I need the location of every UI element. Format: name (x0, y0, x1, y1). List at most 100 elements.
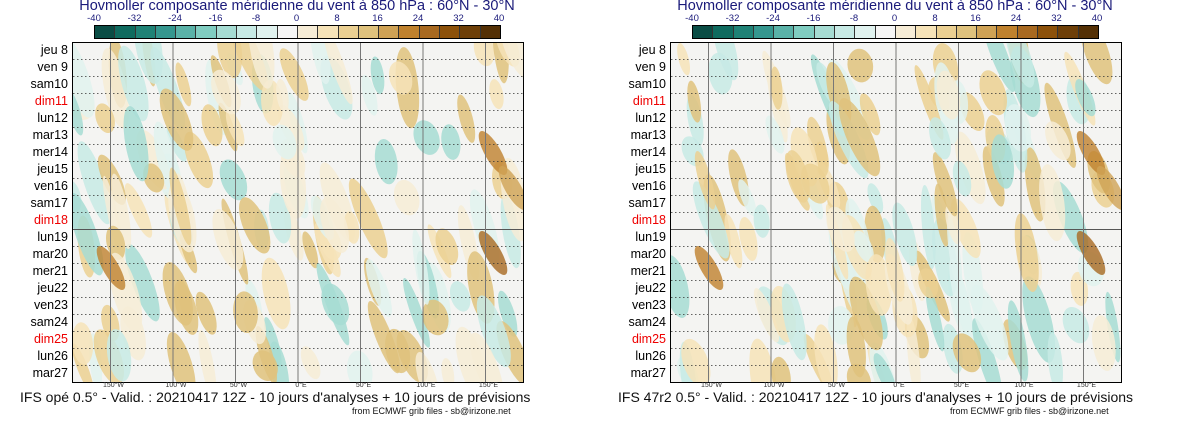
wind-anomaly-patch (847, 48, 874, 83)
wind-anomaly-patch (169, 167, 192, 246)
wind-anomaly-patch (133, 43, 163, 84)
longitude-label: 100°E (416, 382, 436, 389)
day-label: ven23 (33, 298, 68, 312)
colorbar-swatch (176, 26, 197, 38)
wind-anomaly-patch (73, 192, 104, 276)
wind-anomaly-patch (859, 93, 881, 136)
wind-anomaly-patch (211, 69, 241, 115)
colorbar-swatch (135, 26, 156, 38)
wind-anomaly-patch (771, 356, 791, 382)
wind-anomaly-patch (473, 43, 495, 67)
day-label: dim18 (631, 213, 666, 227)
day-label: lun19 (37, 230, 68, 244)
longitude-label: 0°E (893, 382, 905, 389)
wind-anomaly-patch (455, 326, 489, 382)
day-label: sam17 (30, 196, 68, 210)
colorbar-swatch (997, 26, 1018, 38)
wind-anomaly-patch (925, 286, 945, 352)
wind-anomaly-patch (239, 197, 271, 254)
wind-anomaly-patch (449, 281, 471, 312)
wind-anomaly-patch (441, 124, 461, 160)
wind-anomaly-patch (1004, 104, 1031, 152)
wind-anomaly-patch (195, 291, 217, 335)
wind-anomaly-patch (470, 332, 504, 382)
wind-anomaly-patch (124, 183, 153, 238)
wind-anomaly-patch (393, 179, 420, 216)
wind-anomaly-patch (681, 338, 711, 382)
wind-anomaly-patch (945, 205, 961, 245)
wind-anomaly-patch (724, 214, 743, 269)
day-label: lun26 (635, 349, 666, 363)
wind-anomaly-patch (934, 183, 950, 247)
wind-anomaly-patch (692, 181, 730, 259)
day-label: sam17 (628, 196, 666, 210)
wind-anomaly-patch (918, 268, 939, 299)
wind-anomaly-patch (1007, 300, 1029, 382)
colorbar-swatch (379, 26, 400, 38)
colorbar-tick-label: -40 (685, 13, 699, 24)
wind-anomaly-patch (1039, 164, 1066, 242)
day-label: sam10 (628, 77, 666, 91)
source-credit: from ECMWF grib files - sb@irizone.net (352, 406, 511, 416)
colorbar-swatch (753, 26, 775, 38)
colorbar-swatch (713, 26, 734, 38)
wind-anomaly-patch (77, 141, 112, 225)
day-label: mer21 (32, 264, 68, 278)
colorbar-tick-label: 0 (293, 13, 300, 24)
colorbar-tick-label: -32 (725, 13, 740, 24)
day-label: ven16 (631, 179, 666, 193)
wind-anomaly-patch (111, 173, 132, 249)
wind-anomaly-patch (1062, 307, 1090, 344)
wind-anomaly-patch (770, 66, 783, 110)
wind-anomaly-patch (159, 88, 194, 151)
wind-anomaly-patch (101, 48, 129, 129)
wind-anomaly-patch (499, 43, 523, 81)
day-label: lun12 (635, 111, 666, 125)
day-label: ven16 (33, 179, 68, 193)
wind-anomaly-patch (1080, 43, 1113, 85)
footer-caption: IFS opé 0.5° - Valid. : 20210417 12Z - 1… (20, 389, 531, 405)
wind-anomaly-patch (300, 346, 321, 380)
wind-anomaly-patch (412, 229, 430, 305)
hovmoller-plot (72, 42, 524, 383)
colorbar-tick-label: 24 (412, 13, 424, 24)
wind-anomaly-patch (885, 238, 905, 302)
wind-anomaly-patch (272, 124, 297, 160)
wind-anomaly-patch (457, 94, 476, 143)
colorbar-tick-label: 32 (1051, 13, 1062, 24)
colorbar-swatch (460, 26, 481, 38)
day-label: mer14 (32, 145, 68, 159)
wind-anomaly-patch (671, 255, 690, 318)
longitude-label: 100°W (763, 382, 785, 389)
colorbar-tick-label: -8 (251, 13, 261, 24)
wind-anomaly-patch (708, 52, 733, 95)
wind-anomaly-patch (1075, 79, 1096, 117)
wind-anomaly-patch (785, 150, 810, 203)
colorbar-swatch (399, 26, 420, 38)
longitude-label: 50°E (355, 382, 372, 389)
colorbar-tick-label: -32 (127, 13, 142, 24)
wind-anomaly-patch (952, 160, 972, 197)
colorbar-swatch (216, 26, 238, 38)
day-label: jeu22 (635, 281, 666, 295)
wind-anomaly-patch (370, 56, 385, 95)
day-label: mar13 (32, 128, 68, 142)
hovmoller-field (73, 43, 523, 382)
wind-anomaly-patch (118, 45, 149, 122)
longitude-label: 150°W (700, 382, 723, 389)
wind-anomaly-patch (765, 115, 785, 154)
day-label: jeu22 (37, 281, 68, 295)
longitude-label: 0°E (295, 382, 307, 389)
wind-anomaly-patch (849, 276, 883, 351)
colorbar-swatch (440, 26, 461, 38)
day-label: jeu 8 (638, 43, 666, 57)
colorbar-swatch (196, 26, 217, 38)
day-label: mar20 (630, 247, 666, 261)
colorbar-swatch (277, 26, 298, 38)
colorbar-swatch (916, 26, 937, 38)
colorbar-swatch (95, 26, 116, 38)
wind-anomaly-patch (264, 316, 282, 368)
day-label: dim11 (34, 94, 68, 108)
wind-anomaly-patch (279, 145, 307, 219)
day-label: sam24 (30, 315, 68, 329)
